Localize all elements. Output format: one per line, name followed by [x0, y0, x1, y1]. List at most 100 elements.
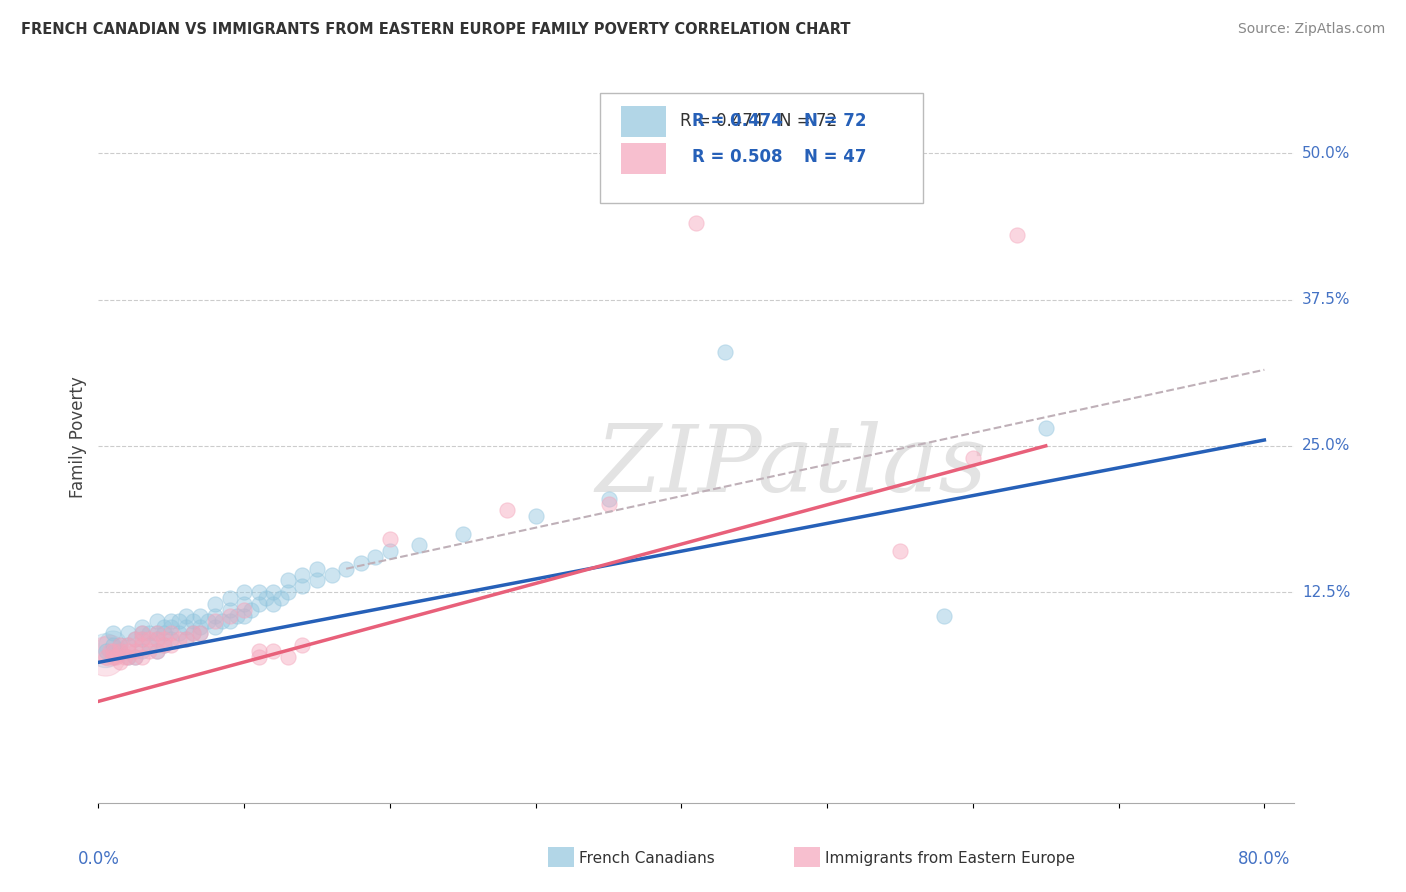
Point — [262, 597, 284, 611]
Point — [321, 567, 343, 582]
Point — [889, 544, 911, 558]
Point — [153, 638, 176, 652]
Point — [160, 626, 183, 640]
Point — [190, 608, 212, 623]
Point — [153, 638, 176, 652]
Point — [110, 656, 132, 670]
Point — [247, 649, 270, 664]
Point — [305, 574, 328, 588]
Point — [247, 643, 270, 657]
Point — [218, 608, 240, 623]
Point — [110, 643, 132, 657]
Point — [247, 585, 270, 599]
Point — [495, 503, 517, 517]
Point — [262, 643, 284, 657]
Point — [138, 638, 160, 652]
Point — [160, 615, 183, 629]
Text: FRENCH CANADIAN VS IMMIGRANTS FROM EASTERN EUROPE FAMILY POVERTY CORRELATION CHA: FRENCH CANADIAN VS IMMIGRANTS FROM EASTE… — [21, 22, 851, 37]
Point — [225, 608, 247, 623]
FancyBboxPatch shape — [620, 106, 666, 137]
Point — [94, 643, 117, 657]
Point — [277, 574, 299, 588]
Point — [408, 538, 430, 552]
Point — [378, 533, 401, 547]
Point — [145, 643, 167, 657]
Point — [364, 549, 387, 564]
Point — [101, 626, 124, 640]
Text: Source: ZipAtlas.com: Source: ZipAtlas.com — [1237, 22, 1385, 37]
Point — [101, 649, 124, 664]
Point — [218, 591, 240, 605]
Point — [131, 632, 153, 646]
Point — [101, 643, 124, 657]
Point — [524, 509, 547, 524]
Point — [145, 632, 167, 646]
Point — [598, 491, 620, 506]
Point — [131, 643, 153, 657]
Point — [94, 643, 117, 657]
Point — [101, 638, 124, 652]
Text: 25.0%: 25.0% — [1302, 438, 1350, 453]
Point — [98, 643, 121, 657]
Point — [262, 585, 284, 599]
Point — [160, 638, 183, 652]
Point — [181, 615, 204, 629]
Point — [962, 450, 984, 465]
Y-axis label: Family Poverty: Family Poverty — [69, 376, 87, 498]
Point — [932, 608, 955, 623]
Point — [117, 643, 139, 657]
Point — [1005, 228, 1028, 243]
Point — [233, 597, 256, 611]
Point — [167, 632, 190, 646]
Point — [233, 585, 256, 599]
Point — [114, 649, 136, 664]
Point — [167, 615, 190, 629]
Text: 50.0%: 50.0% — [1302, 145, 1350, 161]
Point — [110, 638, 132, 652]
Text: 37.5%: 37.5% — [1302, 292, 1350, 307]
Point — [117, 638, 139, 652]
Point — [305, 562, 328, 576]
Point — [145, 643, 167, 657]
Point — [714, 345, 737, 359]
Text: R = 0.508: R = 0.508 — [692, 148, 783, 166]
Text: 0.0%: 0.0% — [77, 849, 120, 868]
Text: R = 0.474: R = 0.474 — [692, 112, 783, 130]
Point — [110, 638, 132, 652]
Text: 12.5%: 12.5% — [1302, 584, 1350, 599]
Point — [204, 608, 226, 623]
Point — [131, 632, 153, 646]
Point — [124, 649, 146, 664]
Point — [174, 620, 197, 634]
Point — [94, 649, 117, 664]
Point — [117, 649, 139, 664]
Point — [145, 632, 167, 646]
Point — [277, 585, 299, 599]
Text: Immigrants from Eastern Europe: Immigrants from Eastern Europe — [825, 851, 1076, 865]
Point — [197, 615, 219, 629]
Point — [291, 579, 314, 593]
Point — [131, 626, 153, 640]
Point — [131, 649, 153, 664]
Point — [335, 562, 357, 576]
Point — [160, 632, 183, 646]
Point — [138, 626, 160, 640]
Point — [451, 526, 474, 541]
Point — [104, 649, 127, 664]
Text: ZIPatlas: ZIPatlas — [596, 421, 987, 511]
Point — [277, 649, 299, 664]
Point — [190, 620, 212, 634]
Point — [254, 591, 277, 605]
Point — [124, 649, 146, 664]
Point — [153, 632, 176, 646]
Point — [181, 626, 204, 640]
Point — [110, 643, 132, 657]
Point — [145, 626, 167, 640]
Point — [190, 626, 212, 640]
Text: N = 47: N = 47 — [804, 148, 866, 166]
Point — [117, 638, 139, 652]
Point — [378, 544, 401, 558]
Text: French Canadians: French Canadians — [579, 851, 716, 865]
Point — [131, 620, 153, 634]
Point — [190, 626, 212, 640]
